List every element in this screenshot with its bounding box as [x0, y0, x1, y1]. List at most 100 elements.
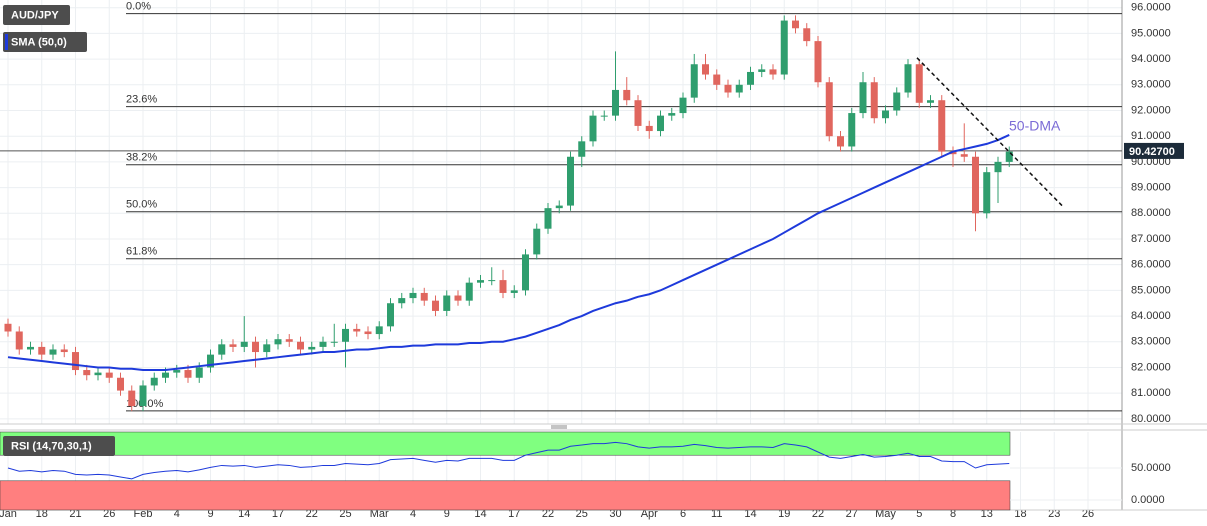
- y-tick-label: 92.0000: [1131, 104, 1171, 116]
- y-tick-label: 96.0000: [1131, 2, 1171, 14]
- candle-body: [893, 92, 901, 111]
- candle-body: [387, 303, 394, 327]
- x-tick-label: 4: [410, 508, 416, 520]
- x-tick-label: 19: [778, 508, 790, 520]
- candle-body: [510, 290, 518, 293]
- y-tick-label: 80.0000: [1131, 413, 1171, 425]
- candle-body: [702, 64, 709, 75]
- x-tick-label: 25: [339, 508, 351, 520]
- candle-body: [432, 300, 439, 311]
- candle-body: [83, 370, 91, 376]
- candle-body: [274, 339, 282, 345]
- x-tick-label: 22: [542, 508, 554, 520]
- y-tick-label: 89.0000: [1131, 181, 1171, 193]
- x-tick-label: 17: [508, 508, 520, 520]
- candle-body: [904, 64, 912, 93]
- candle-body: [994, 161, 1002, 173]
- candle-body: [488, 280, 496, 282]
- candle-body: [870, 82, 878, 119]
- candle-body: [915, 64, 923, 103]
- candle-body: [679, 97, 687, 114]
- x-tick-label: 8: [950, 508, 956, 520]
- x-tick-label: 26: [1082, 508, 1094, 520]
- candle-body: [229, 344, 237, 347]
- candle-body: [454, 295, 462, 301]
- candle-body: [342, 328, 349, 342]
- legend-label: RSI (14,70,30,1): [11, 440, 92, 452]
- legend-box: [3, 32, 87, 52]
- x-tick-label: 23: [1048, 508, 1060, 520]
- candle-body: [285, 339, 293, 342]
- candle-body: [882, 110, 889, 119]
- x-tick-label: 22: [306, 508, 318, 520]
- x-tick-label: Apr: [641, 508, 658, 520]
- candle-body: [15, 331, 23, 350]
- y-tick-label: 85.0000: [1131, 284, 1171, 296]
- candle-body: [72, 352, 79, 371]
- candle-body: [848, 113, 856, 147]
- candle-body: [330, 341, 338, 343]
- y-tick-label: 81.0000: [1131, 387, 1171, 399]
- candle-body: [4, 323, 12, 332]
- candle-body: [747, 71, 754, 85]
- legend-box: [3, 436, 115, 456]
- x-tick-label: 9: [207, 508, 213, 520]
- candle-body: [533, 228, 541, 255]
- x-tick-label: 11: [711, 508, 722, 520]
- x-tick-label: 18: [36, 508, 48, 520]
- candle-body: [859, 82, 867, 114]
- x-tick-label: Mar: [370, 508, 389, 520]
- rsi-line: [7, 441, 1010, 480]
- x-tick-label: 14: [744, 508, 756, 520]
- candle-body: [364, 331, 372, 335]
- x-tick-label: 9: [444, 508, 450, 520]
- candle-body: [522, 254, 529, 291]
- candle-body: [173, 370, 181, 373]
- x-tick-label: 6: [680, 508, 686, 520]
- x-tick-label: 21: [69, 508, 81, 520]
- candle-body: [634, 100, 642, 126]
- candle-body: [544, 208, 552, 229]
- x-tick-label: 27: [846, 508, 858, 520]
- x-tick-label: May: [875, 508, 896, 520]
- candle-body: [623, 89, 631, 101]
- candle-body: [420, 292, 428, 301]
- candle-body: [117, 377, 124, 391]
- candle-body: [49, 349, 57, 355]
- y-tick-label: 84.0000: [1131, 310, 1171, 322]
- candle-body: [409, 292, 417, 299]
- candle-body: [769, 69, 777, 75]
- candle-body: [814, 41, 822, 83]
- y-tick-label: 88.0000: [1131, 207, 1171, 219]
- x-tick-label: 26: [103, 508, 115, 520]
- candle-body: [162, 372, 169, 378]
- candle-body: [195, 367, 203, 378]
- candle-body: [218, 344, 226, 355]
- candle-body: [567, 156, 574, 206]
- y-tick-label: 94.0000: [1131, 53, 1171, 65]
- candle-body: [645, 125, 653, 132]
- candle-body: [252, 341, 259, 353]
- candle-body: [38, 346, 46, 355]
- candle-body: [927, 100, 934, 103]
- candle-body: [713, 74, 721, 85]
- candle-body: [353, 328, 361, 332]
- candle-body: [150, 377, 158, 386]
- candle-body: [139, 385, 147, 407]
- candle-body: [128, 390, 136, 407]
- candle-body: [612, 89, 619, 116]
- y-tick-label: 93.0000: [1131, 79, 1171, 91]
- candle-body: [690, 64, 698, 98]
- fib-label: 23.6%: [126, 94, 157, 106]
- last-price-box: [1124, 142, 1184, 159]
- candle-body: [600, 115, 608, 117]
- fib-label: 61.8%: [126, 246, 157, 258]
- y-tick-label: 83.0000: [1131, 336, 1171, 348]
- candle-body: [589, 115, 597, 142]
- overbought-band: [0, 431, 1011, 456]
- y-tick-label: 95.0000: [1131, 27, 1171, 39]
- x-tick-label: 4: [174, 508, 180, 520]
- legend-label: SMA (50,0): [11, 36, 67, 48]
- y-tick-label: 86.0000: [1131, 259, 1171, 271]
- x-tick-label: 17: [272, 508, 284, 520]
